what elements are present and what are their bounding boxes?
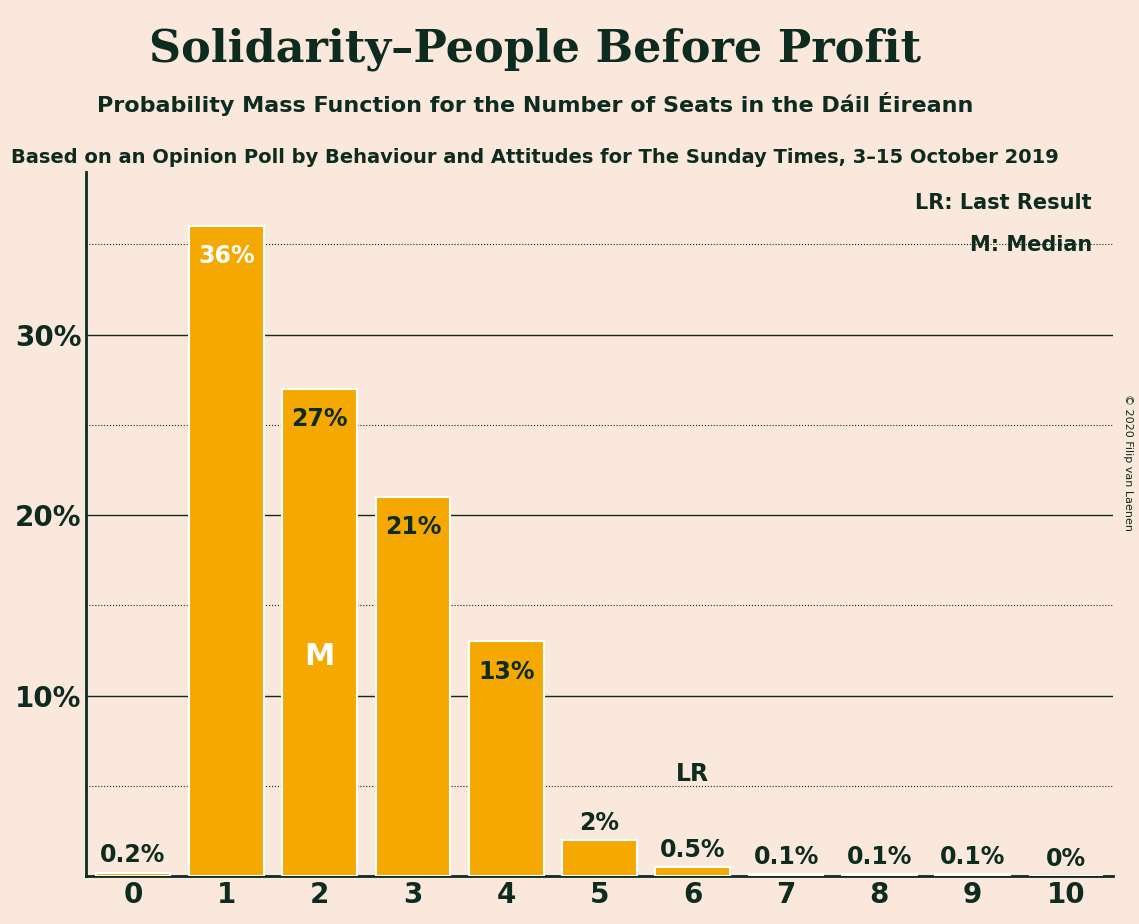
Text: 13%: 13%	[478, 660, 534, 684]
Text: Probability Mass Function for the Number of Seats in the Dáil Éireann: Probability Mass Function for the Number…	[97, 92, 974, 116]
Text: 0.5%: 0.5%	[659, 838, 726, 862]
Bar	[96, 872, 171, 876]
Bar	[842, 874, 917, 876]
Bar	[935, 874, 1010, 876]
Text: 0.1%: 0.1%	[940, 845, 1006, 869]
Text: 2%: 2%	[580, 810, 620, 834]
Text: M: Median: M: Median	[969, 236, 1092, 255]
Text: Solidarity–People Before Profit: Solidarity–People Before Profit	[149, 28, 921, 71]
Bar	[282, 389, 357, 876]
Bar	[189, 226, 263, 876]
Text: 0.2%: 0.2%	[100, 843, 165, 867]
Bar	[376, 497, 450, 876]
Bar	[748, 874, 823, 876]
Text: 0.1%: 0.1%	[846, 845, 912, 869]
Text: M: M	[304, 642, 335, 672]
Bar	[655, 867, 730, 876]
Text: LR: Last Result: LR: Last Result	[916, 193, 1092, 213]
Text: 36%: 36%	[198, 244, 255, 268]
Bar	[469, 641, 543, 876]
Text: 27%: 27%	[292, 407, 347, 431]
Text: 21%: 21%	[385, 515, 441, 539]
Text: LR: LR	[677, 762, 710, 786]
Text: 0%: 0%	[1046, 846, 1085, 870]
Text: 0.1%: 0.1%	[753, 845, 819, 869]
Text: © 2020 Filip van Laenen: © 2020 Filip van Laenen	[1123, 394, 1133, 530]
Text: Based on an Opinion Poll by Behaviour and Attitudes for The Sunday Times, 3–15 O: Based on an Opinion Poll by Behaviour an…	[11, 148, 1059, 167]
Bar	[563, 840, 637, 876]
